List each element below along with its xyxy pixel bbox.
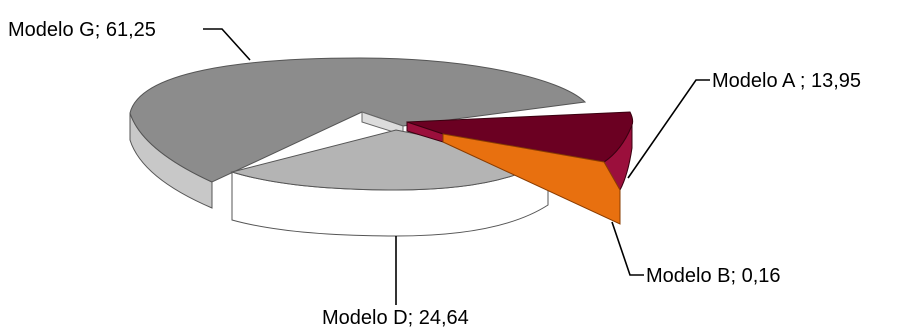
- data-label-modelo-a: Modelo A ; 13,95: [712, 70, 861, 92]
- data-label-modelo-g: Modelo G; 61,25: [8, 19, 156, 41]
- leader-line-modelo-b: [611, 221, 644, 276]
- leader-line-modelo-g: [203, 28, 251, 61]
- slice-modelo-b: [442, 133, 621, 225]
- slice-modelo-b-face: [442, 133, 621, 225]
- slice-modelo-a-top: [406, 111, 634, 163]
- data-label-modelo-b: Modelo B; 0,16: [646, 265, 781, 287]
- data-label-modelo-d: Modelo D; 24,64: [322, 307, 469, 328]
- slice-modelo-g-top: [129, 57, 587, 183]
- leader-line-modelo-a: [627, 79, 710, 179]
